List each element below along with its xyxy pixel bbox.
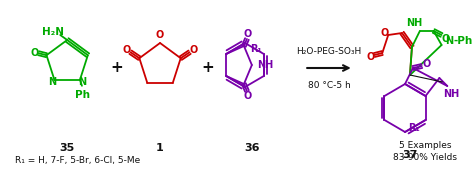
Text: N: N	[446, 36, 454, 46]
Text: 1: 1	[156, 143, 164, 153]
Text: 80 °C-5 h: 80 °C-5 h	[308, 81, 350, 90]
Text: O: O	[190, 45, 198, 55]
Text: -Ph: -Ph	[454, 36, 473, 46]
Text: 5 Examples: 5 Examples	[399, 140, 451, 149]
Text: 35: 35	[60, 143, 75, 153]
Text: 37: 37	[402, 150, 418, 160]
Text: 83-90% Yields: 83-90% Yields	[393, 154, 457, 163]
Text: O: O	[244, 91, 252, 101]
Text: NH: NH	[443, 89, 459, 99]
Text: Ph: Ph	[75, 90, 91, 100]
Text: NH: NH	[257, 60, 274, 70]
Text: H₂N: H₂N	[42, 27, 64, 37]
Text: +: +	[201, 61, 214, 75]
Text: O: O	[423, 59, 431, 69]
Text: O: O	[441, 34, 450, 44]
Text: O: O	[156, 30, 164, 40]
Text: R₁: R₁	[250, 44, 262, 54]
Text: R₁: R₁	[408, 123, 419, 133]
Text: +: +	[110, 61, 123, 75]
Text: N: N	[48, 77, 56, 87]
Text: NH: NH	[406, 18, 422, 28]
Text: O: O	[122, 45, 131, 55]
Text: O: O	[244, 29, 252, 39]
Text: O: O	[380, 28, 388, 38]
Text: 36: 36	[244, 143, 260, 153]
Text: O: O	[366, 52, 374, 62]
Text: O: O	[30, 48, 39, 58]
Text: H₂O-PEG-SO₃H: H₂O-PEG-SO₃H	[296, 47, 362, 56]
Text: N: N	[78, 77, 86, 87]
Text: R₁ = H, 7-F, 5-Br, 6-Cl, 5-Me: R₁ = H, 7-F, 5-Br, 6-Cl, 5-Me	[15, 156, 140, 165]
